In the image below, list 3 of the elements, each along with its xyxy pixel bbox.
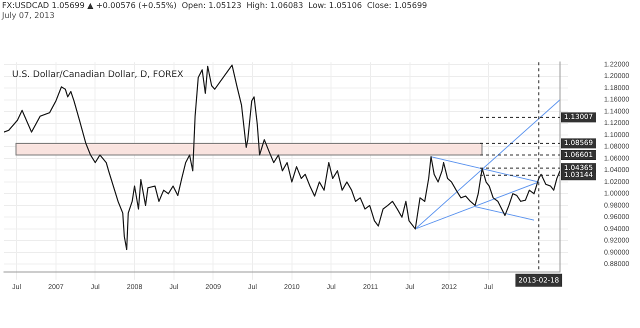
- text: U.S. Dollar/Canadian Dollar, D, FOREX: [12, 70, 184, 80]
- text: July 07, 2013: [2, 11, 55, 20]
- chart-subtitle: FX:USDCAD 1.05699 ▲ +0.00576 (+0.55%) Open: 1.05123 High: 1.06083 Low: 1.05106 Close: 1.05699: [2, 1, 428, 10]
